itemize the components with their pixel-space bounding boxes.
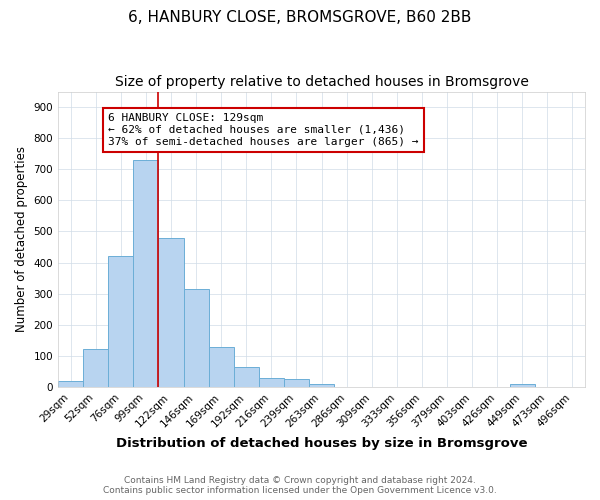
Bar xyxy=(309,384,334,387)
Bar xyxy=(209,346,233,387)
Bar xyxy=(83,349,108,387)
Bar xyxy=(284,379,309,387)
Bar xyxy=(108,256,133,387)
Bar xyxy=(184,289,209,387)
Bar xyxy=(233,366,259,387)
Text: Contains HM Land Registry data © Crown copyright and database right 2024.
Contai: Contains HM Land Registry data © Crown c… xyxy=(103,476,497,495)
Y-axis label: Number of detached properties: Number of detached properties xyxy=(15,146,28,332)
Bar xyxy=(510,384,535,387)
Bar xyxy=(158,238,184,387)
Title: Size of property relative to detached houses in Bromsgrove: Size of property relative to detached ho… xyxy=(115,75,529,89)
Bar xyxy=(133,160,158,387)
Bar xyxy=(58,380,83,387)
X-axis label: Distribution of detached houses by size in Bromsgrove: Distribution of detached houses by size … xyxy=(116,437,527,450)
Text: 6, HANBURY CLOSE, BROMSGROVE, B60 2BB: 6, HANBURY CLOSE, BROMSGROVE, B60 2BB xyxy=(128,10,472,25)
Bar xyxy=(259,378,284,387)
Text: 6 HANBURY CLOSE: 129sqm
← 62% of detached houses are smaller (1,436)
37% of semi: 6 HANBURY CLOSE: 129sqm ← 62% of detache… xyxy=(108,114,419,146)
